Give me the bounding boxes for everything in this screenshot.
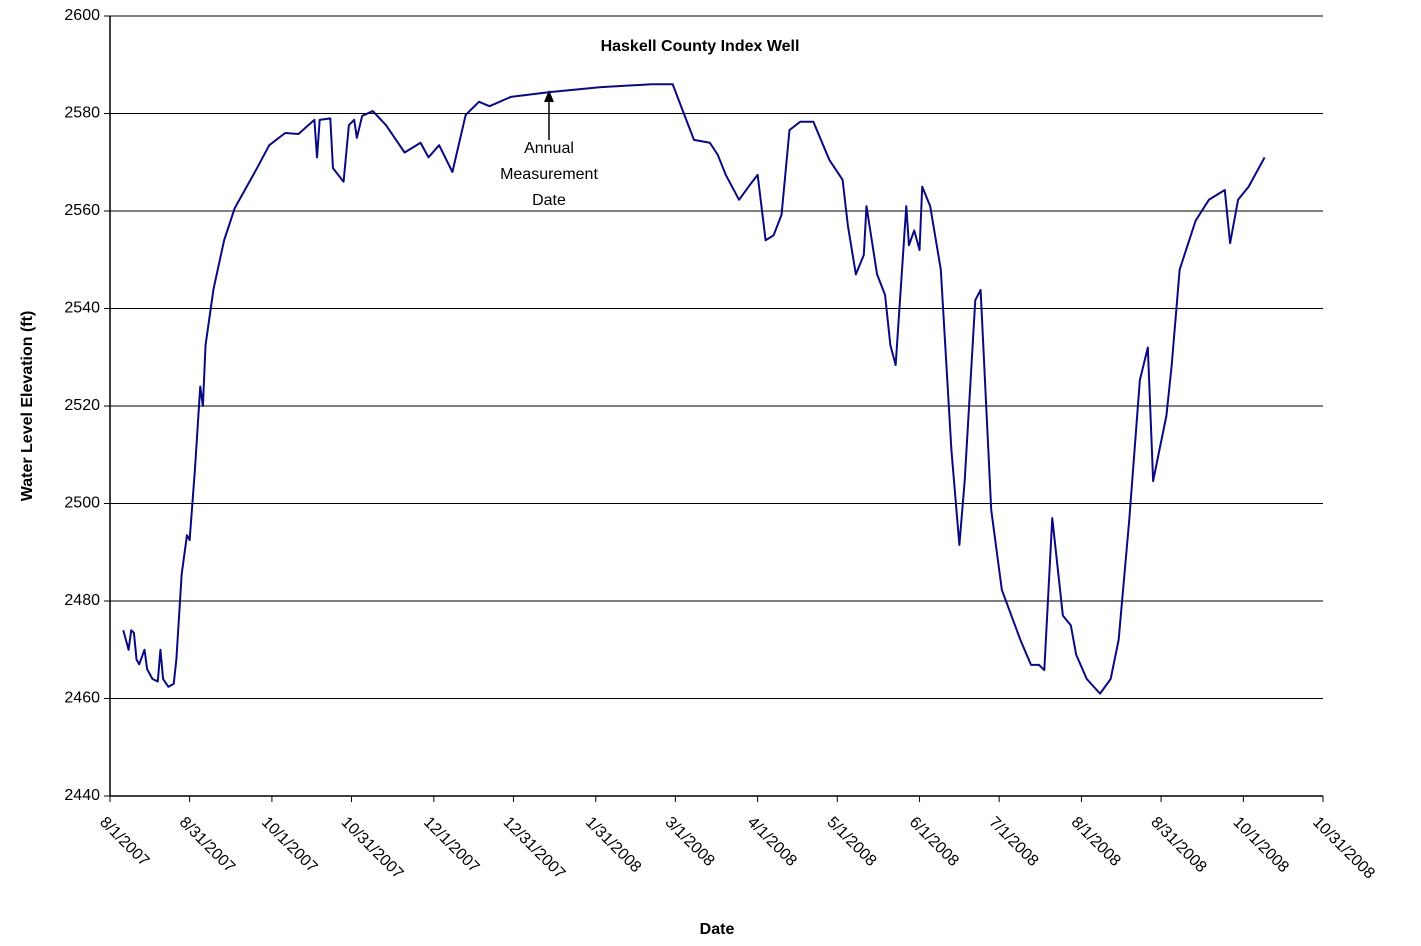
data-line: [122, 83, 1266, 695]
annotation-text: Date: [532, 192, 566, 209]
y-tick-label: 2520: [64, 397, 100, 414]
y-tick-label: 2600: [64, 7, 100, 24]
y-tick-label: 2500: [64, 495, 100, 512]
annotation-text: Measurement: [500, 166, 598, 183]
chart-title: Haskell County Index Well: [601, 38, 800, 55]
y-tick-label: 2460: [64, 690, 100, 707]
x-tick-label: 12/31/2007: [500, 814, 569, 883]
x-tick-label: 1/31/2008: [582, 814, 644, 876]
x-tick-label: 4/1/2008: [744, 814, 800, 870]
x-tick-label: 10/31/2008: [1309, 814, 1378, 883]
y-axis-title: Water Level Elevation (ft): [19, 311, 36, 502]
x-tick-label: 3/1/2008: [662, 814, 718, 870]
y-tick-label: 2480: [64, 592, 100, 609]
x-tick-label: 10/31/2007: [338, 814, 407, 883]
x-tick-label: 10/1/2008: [1230, 814, 1292, 876]
x-tick-label: 8/1/2008: [1068, 814, 1124, 870]
x-tick-label: 8/31/2007: [176, 814, 238, 876]
x-axis-title: Date: [700, 921, 735, 938]
x-tick-label: 8/1/2007: [96, 814, 152, 870]
x-tick-label: 6/1/2008: [906, 814, 962, 870]
annotation-text: Annual: [524, 140, 574, 157]
x-tick-label: 7/1/2008: [985, 814, 1041, 870]
y-tick-label: 2440: [64, 787, 100, 804]
x-tick-label: 12/1/2007: [420, 814, 482, 876]
x-tick-label: 5/1/2008: [823, 814, 879, 870]
y-tick-label: 2580: [64, 105, 100, 122]
annotation-arrowhead: [544, 90, 554, 102]
x-tick-label: 8/31/2008: [1147, 814, 1209, 876]
y-tick-label: 2560: [64, 202, 100, 219]
y-tick-label: 2540: [64, 300, 100, 317]
x-tick-label: 10/1/2007: [258, 814, 320, 876]
